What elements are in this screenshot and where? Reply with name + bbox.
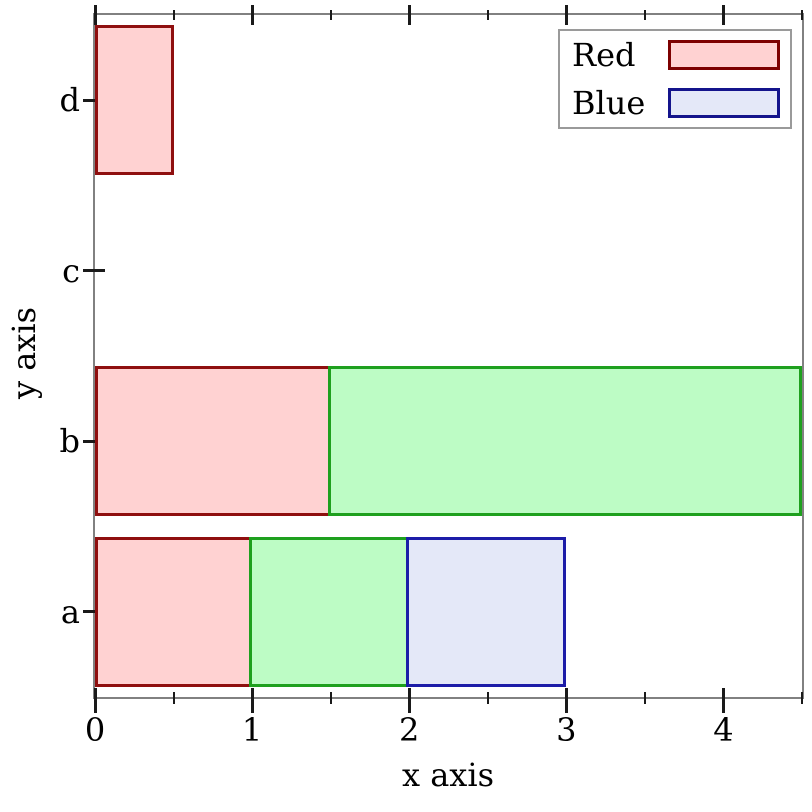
legend-swatch-blue (668, 88, 780, 118)
x-tick-label-2: 2 (399, 711, 420, 749)
bar-a-green (249, 536, 410, 687)
x-minor-tick-bottom (643, 692, 646, 704)
x-major-tick-bottom (407, 688, 411, 713)
x-minor-tick-top (643, 10, 646, 20)
x-minor-tick-top (801, 10, 803, 20)
bar-b-green (327, 366, 802, 517)
y-tick-label-b: b (59, 422, 80, 461)
x-major-tick-top (250, 5, 254, 25)
y-tick-label-d: d (59, 81, 80, 120)
x-major-tick-top (564, 5, 568, 25)
x-major-tick-top (721, 5, 725, 25)
x-tick-label-4: 4 (713, 711, 734, 749)
legend-swatch-red (668, 40, 780, 70)
x-major-tick-top (407, 5, 411, 25)
legend-row-red: Red (560, 31, 790, 79)
x-tick-label-3: 3 (556, 711, 577, 749)
legend-row-blue: Blue (560, 79, 790, 127)
x-minor-tick-top (172, 10, 175, 20)
x-axis-title: x axis (402, 756, 494, 794)
x-minor-tick-bottom (801, 692, 803, 704)
bar-a-red (95, 536, 253, 687)
x-major-tick-bottom (721, 688, 725, 713)
y-tick-c (83, 269, 105, 273)
legend-label: Red (572, 36, 636, 74)
bar-b-red (95, 366, 331, 517)
x-major-tick-bottom (250, 688, 254, 713)
x-minor-tick-top (486, 10, 489, 20)
x-tick-label-1: 1 (241, 711, 263, 749)
legend-label: Blue (572, 84, 646, 122)
legend: Red Blue (558, 29, 792, 129)
y-tick-d (83, 98, 105, 102)
y-axis-title: y axis (5, 306, 43, 400)
x-minor-tick-bottom (486, 692, 489, 704)
x-minor-tick-top (329, 10, 332, 20)
y-tick-a (83, 610, 105, 614)
x-major-tick-bottom (93, 688, 97, 713)
x-minor-tick-bottom (329, 692, 332, 704)
y-tick-label-c: c (62, 251, 80, 290)
bar-d-red (95, 25, 174, 176)
x-major-tick-top (93, 5, 97, 25)
y-tick-label-a: a (60, 592, 80, 631)
bar-a-blue (406, 536, 567, 687)
x-tick-label-0: 0 (84, 711, 106, 749)
x-major-tick-bottom (564, 688, 568, 713)
x-minor-tick-bottom (172, 692, 175, 704)
y-tick-b (83, 439, 105, 443)
